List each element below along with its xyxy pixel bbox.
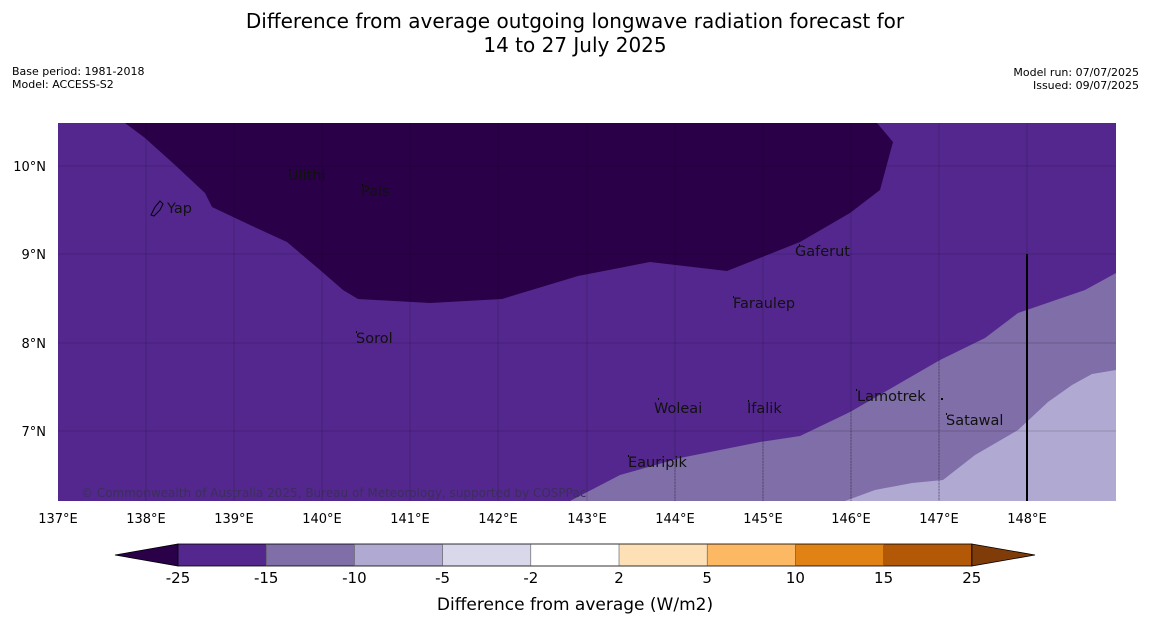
colorbar-tick-labels: -25 -15 -10 -5 -2 2 5 10 15 25: [166, 569, 982, 587]
copyright-text: © Commonwealth of Australia 2025, Bureau…: [81, 486, 586, 500]
colorbar-segment: [178, 544, 267, 566]
anomaly-band-minus15-minus10: [570, 273, 1116, 501]
colorbar-extend-low: [114, 543, 179, 567]
yap-island-outline: [150, 200, 164, 217]
colorbar-extend-high: [971, 543, 1036, 567]
colorbar-segment: [619, 544, 708, 566]
colorbar-tick-label: 15: [874, 569, 893, 587]
place-label-ulithi: Ulithi: [288, 168, 326, 184]
colorbar-tick-label: 2: [614, 569, 624, 587]
lon-tick-label: 147°E: [919, 512, 959, 527]
place-label-eauripik: Eauripik: [628, 455, 687, 471]
title-line-2: 14 to 27 July 2025: [483, 33, 667, 57]
lon-tick-label: 143°E: [567, 512, 607, 527]
base-period-text: Base period: 1981-2018: [12, 65, 145, 78]
latitude-tick-labels: 10°N 9°N 8°N 7°N: [13, 160, 46, 440]
model-run-text: Model run: 07/07/2025: [1013, 66, 1139, 79]
colorbar-tick-label: -25: [166, 569, 191, 587]
colorbar-segment: [354, 544, 443, 566]
lat-tick-label: 8°N: [22, 337, 47, 352]
colorbar-tick-label: 10: [786, 569, 805, 587]
anomaly-map: Ulithi Pais Yap Gaferut Faraulep Sorol W…: [58, 123, 1116, 501]
colorbar: -25 -15 -10 -5 -2 2 5 10 15 25 Differenc…: [114, 543, 1036, 615]
metadata-left: Base period: 1981-2018 Model: ACCESS-S2: [12, 65, 144, 91]
lat-tick-label: 7°N: [22, 425, 47, 440]
map-title: Difference from average outgoing longwav…: [0, 9, 1150, 57]
lat-tick-label: 10°N: [13, 160, 46, 175]
lon-tick-label: 142°E: [478, 512, 518, 527]
place-label-gaferut: Gaferut: [795, 244, 850, 260]
colorbar-tick-label: 5: [702, 569, 712, 587]
place-label-faraulep: Faraulep: [733, 296, 795, 312]
colorbar-outline: [177, 543, 973, 567]
colorbar-segment: [530, 544, 619, 566]
colorbar-segment: [795, 544, 884, 566]
colorbar-segment: [883, 544, 972, 566]
place-label-woleai: Woleai: [654, 401, 702, 417]
issued-text: Issued: 09/07/2025: [1032, 79, 1139, 92]
colorbar-title: Difference from average (W/m2): [437, 595, 713, 615]
place-label-sorol: Sorol: [356, 331, 393, 347]
colorbar-tick-label: -2: [523, 569, 538, 587]
dotted-meridians: [674, 360, 940, 501]
lat-tick-label: 9°N: [22, 248, 47, 263]
place-label-yap: Yap: [166, 201, 192, 217]
anomaly-band-below-minus25: [125, 123, 893, 303]
colorbar-tick-label: -15: [254, 569, 279, 587]
place-label-pais: Pais: [361, 184, 390, 200]
colorbar-segment: [266, 544, 355, 566]
longitude-tick-labels: 137°E 138°E 139°E 140°E 141°E 142°E 143°…: [38, 512, 1047, 527]
colorbar-tick-label: -10: [342, 569, 367, 587]
colorbar-segment: [707, 544, 796, 566]
colorbar-tick-label: -5: [435, 569, 450, 587]
place-label-lamotrek: Lamotrek: [857, 389, 926, 405]
island-markers: [289, 169, 947, 457]
colorbar-tick-label: 25: [962, 569, 981, 587]
colorbar-dividers: [265, 544, 884, 566]
lon-tick-label: 141°E: [390, 512, 430, 527]
lon-tick-label: 139°E: [214, 512, 254, 527]
lon-tick-label: 148°E: [1007, 512, 1047, 527]
lon-tick-label: 138°E: [126, 512, 166, 527]
title-line-1: Difference from average outgoing longwav…: [245, 9, 905, 33]
model-text: Model: ACCESS-S2: [12, 78, 114, 91]
place-label-satawal: Satawal: [946, 413, 1003, 429]
place-label-ifalik: Ifalik: [747, 401, 782, 417]
lon-tick-label: 144°E: [655, 512, 695, 527]
lon-tick-label: 145°E: [743, 512, 783, 527]
lon-tick-label: 137°E: [38, 512, 78, 527]
colorbar-segment: [442, 544, 531, 566]
metadata-right: Model run: 07/07/2025 Issued: 09/07/2025: [1013, 66, 1139, 92]
lon-tick-label: 146°E: [831, 512, 871, 527]
anomaly-band-minus10-minus5: [845, 370, 1116, 501]
lon-tick-label: 140°E: [302, 512, 342, 527]
